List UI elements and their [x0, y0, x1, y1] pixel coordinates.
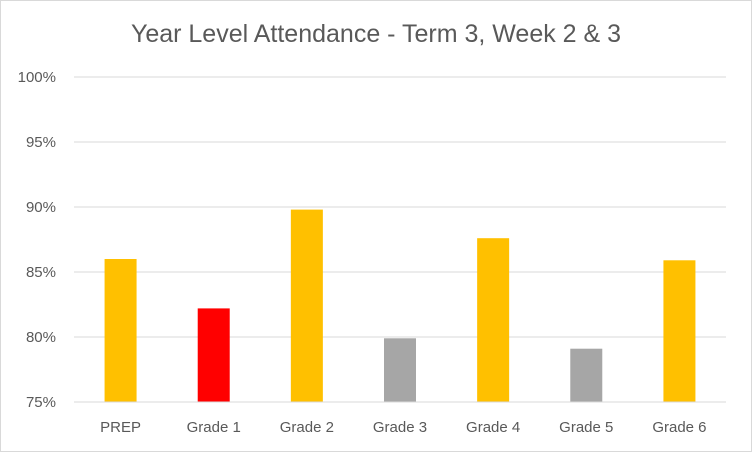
y-tick-label: 85% — [26, 264, 56, 281]
bar-grade-4 — [477, 238, 510, 402]
bar-prep — [104, 259, 137, 402]
x-tick-label: Grade 6 — [652, 419, 706, 436]
bar-grade-1 — [197, 308, 230, 402]
bar-grade-6 — [663, 260, 696, 402]
y-axis-tick-labels: 75% 80% 85% 90% 95% 100% — [18, 69, 56, 411]
x-tick-label: Grade 1 — [187, 419, 241, 436]
bar-grade-2 — [290, 209, 323, 402]
y-tick-label: 90% — [26, 199, 56, 216]
x-tick-label: Grade 4 — [466, 419, 520, 436]
chart-title: Year Level Attendance - Term 3, Week 2 &… — [130, 20, 622, 48]
y-tick-label: 100% — [18, 69, 56, 86]
y-tick-label: 75% — [26, 394, 56, 411]
x-tick-label: Grade 3 — [373, 419, 427, 436]
x-tick-label: Grade 2 — [280, 419, 334, 436]
x-tick-label: PREP — [100, 419, 141, 436]
bars — [104, 209, 696, 402]
y-tick-label: 95% — [26, 134, 56, 151]
x-tick-label: Grade 5 — [559, 419, 613, 436]
gridlines — [74, 76, 726, 338]
y-tick-label: 80% — [26, 329, 56, 346]
bar-grade-3 — [384, 338, 416, 402]
x-axis-tick-labels: PREP Grade 1 Grade 2 Grade 3 Grade 4 Grade 5 G… — [100, 419, 706, 436]
bar-grade-5 — [570, 348, 603, 402]
